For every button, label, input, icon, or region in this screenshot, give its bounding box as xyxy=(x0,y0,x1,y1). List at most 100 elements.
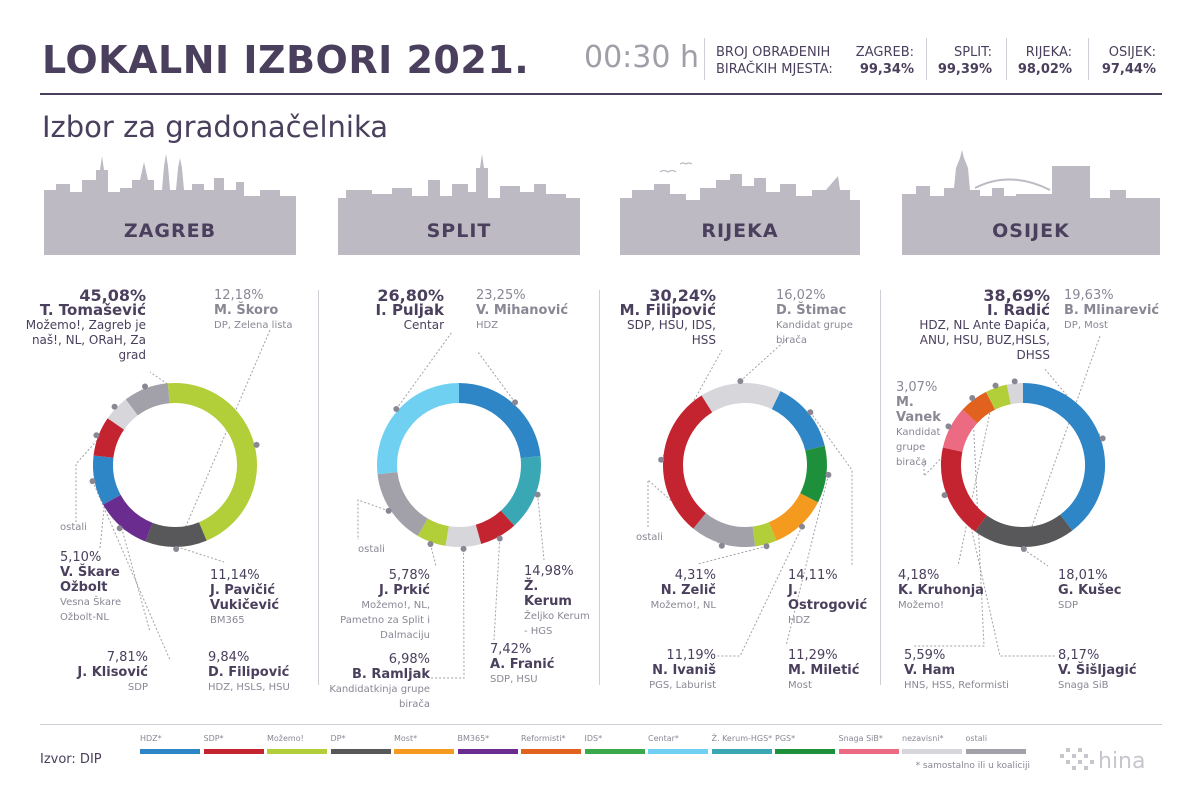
header-divider xyxy=(926,38,927,80)
party-label: HDZ, NL Ante Đapića, ANU, HSU, BUZ,HSLS,… xyxy=(919,318,1050,362)
party-label: HDZ xyxy=(476,320,499,331)
leader-line xyxy=(430,548,465,679)
legend-swatch xyxy=(711,749,772,754)
leader-dot xyxy=(173,545,180,552)
leader-line xyxy=(740,337,789,382)
legend-label: HDZ* xyxy=(140,734,162,743)
legend-item: nezavisni* xyxy=(902,734,962,754)
label-mihanovic: 23,25% V. Mihanović HDZ xyxy=(476,288,576,333)
footer-rule xyxy=(40,724,1162,725)
candidate-name: J. Prkić xyxy=(378,583,430,598)
donut-slice xyxy=(475,510,515,544)
legend-label: SDP* xyxy=(203,734,224,743)
slice-value-label: 6,98% xyxy=(388,652,430,667)
leader-line xyxy=(957,385,997,567)
legend-label: Ž. Kerum-HGS* xyxy=(711,734,773,743)
donut-slice xyxy=(941,447,988,532)
candidate-name: J. Ostrogović xyxy=(788,583,868,613)
party-label: Možemo! xyxy=(898,600,945,611)
slice-value-label: 5,59% xyxy=(904,648,946,663)
donut-slice xyxy=(752,522,777,547)
label-skoro: 12,18% M. Škoro DP, Zelena lista xyxy=(214,288,310,333)
donut-slice xyxy=(445,524,482,547)
party-label: Vesna Škare Ožbolt-NL xyxy=(60,597,122,623)
leader-dot xyxy=(807,409,814,416)
slice-value-label: 8,17% xyxy=(1058,648,1100,663)
city-name: ZAGREB xyxy=(123,220,217,242)
party-label: Kandidat grupe birača xyxy=(896,427,941,468)
legend-label: ostali xyxy=(965,734,988,743)
count-city-label: OSIJEK: xyxy=(1108,45,1156,60)
party-label: DP, Zelena lista xyxy=(214,320,293,331)
legend-label: BM365* xyxy=(457,734,490,743)
donut-slice xyxy=(125,383,171,416)
slice-value-label: 14,11% xyxy=(788,568,838,583)
party-label: Možemo!, Zagreb je naš!, NL, ORaH, Za gr… xyxy=(25,318,146,362)
party-label: HNS, HSS, Reformisti xyxy=(904,680,1009,691)
donut-slice xyxy=(93,418,125,459)
donut-slice xyxy=(500,456,541,526)
legend-label: IDS* xyxy=(584,734,603,743)
legend-label: PGS* xyxy=(775,734,796,743)
banner-osijek: OSIJEK xyxy=(902,208,1160,255)
donut-slice xyxy=(663,395,713,529)
legend-swatch xyxy=(267,749,327,754)
bird-icon xyxy=(679,162,693,165)
party-label: SDP, HSU, IDS, HSS xyxy=(627,318,716,347)
donut-slice xyxy=(1006,383,1024,405)
slice-value-label: 7,42% xyxy=(490,642,532,657)
legend-swatch xyxy=(203,749,264,754)
source-label: Izvor: DIP xyxy=(40,752,102,767)
slice-value-label: 14,98% xyxy=(524,564,574,579)
legend-swatch xyxy=(330,749,391,754)
label-pavicic: 11,14% J. Pavičić Vukičević BM365 xyxy=(210,568,310,628)
legend-swatch xyxy=(838,749,899,754)
party-label: Snaga SiB xyxy=(1058,680,1109,691)
leader-dot xyxy=(534,491,541,498)
party-label: HDZ, HSLS, HSU xyxy=(208,682,290,693)
rijeka-skyline-icon xyxy=(620,174,860,208)
donut-slice xyxy=(768,492,818,541)
donut-slice xyxy=(93,455,121,505)
legend-label: nezavisni* xyxy=(902,734,944,743)
candidate-name: V. Škare Ožbolt xyxy=(60,565,120,595)
leader-dot xyxy=(496,535,503,542)
candidate-name: M. Vanek xyxy=(896,395,941,425)
legend-item: SDP* xyxy=(203,734,264,754)
candidate-name: V. Ham xyxy=(904,663,956,678)
leader-dot xyxy=(427,540,434,547)
leader-dot xyxy=(1011,378,1018,385)
slice-value-label: 26,80% xyxy=(377,286,444,305)
slice-value-label: 23,25% xyxy=(476,288,526,303)
donut-slice xyxy=(800,445,827,503)
candidate-name: A. Franić xyxy=(490,657,555,672)
leader-line xyxy=(493,538,501,641)
count-time: 00:30 h xyxy=(584,40,700,75)
legend-swatch xyxy=(457,749,518,754)
donut-split xyxy=(377,383,541,547)
leader-dot xyxy=(992,382,999,389)
count-value: 98,02% xyxy=(1017,62,1072,77)
legend-item: Centar* xyxy=(648,734,708,754)
counted-label-line1: BROJ OBRAĐENIH xyxy=(716,45,831,60)
label-mlinarevic: 19,63% B. Mlinarević DP, Most xyxy=(1064,288,1160,333)
leader-dot xyxy=(460,545,467,552)
logo-text: hina xyxy=(1098,749,1145,774)
legend-swatch xyxy=(584,749,645,754)
candidate-name: K. Kruhonja xyxy=(898,583,984,598)
legend-item: Ž. Kerum-HGS* xyxy=(711,734,773,754)
slice-value-label: 4,18% xyxy=(898,568,940,583)
legend-item: BM365* xyxy=(457,734,518,754)
candidate-name: I. Radić xyxy=(987,301,1050,319)
party-label: SDP xyxy=(1058,600,1079,611)
column-divider xyxy=(599,290,600,685)
osijek-skyline-icon xyxy=(902,150,1160,208)
legend-swatch xyxy=(902,749,962,754)
slice-value-label: 38,69% xyxy=(983,286,1050,305)
label-puljak: 26,80% I. Puljak Centar xyxy=(346,288,444,333)
donut-slice xyxy=(693,512,756,547)
label-ostrogovic: 14,11% J. Ostrogović HDZ xyxy=(788,568,878,628)
slice-value-label: 5,78% xyxy=(388,568,430,583)
slice-value-label: 11,14% xyxy=(210,568,260,583)
party-label: HDZ xyxy=(788,615,811,626)
